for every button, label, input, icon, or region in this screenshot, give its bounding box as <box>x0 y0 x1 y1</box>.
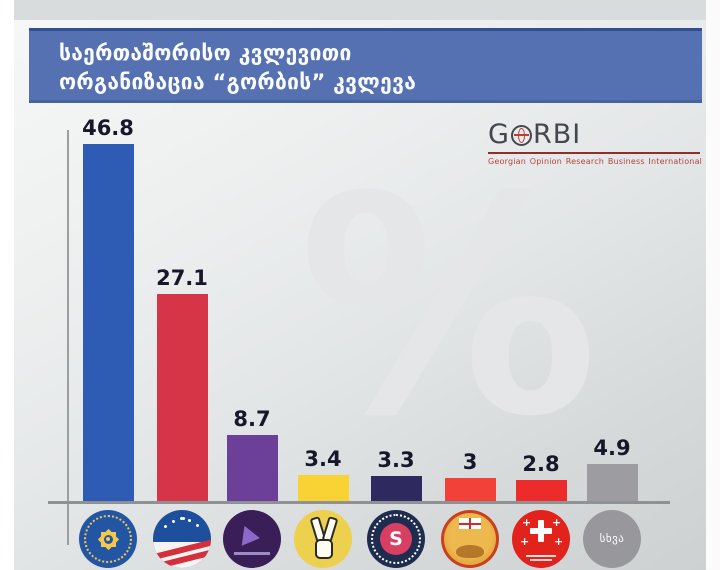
dotted-ring-icon <box>371 514 421 564</box>
gorbi-letters-rbi: RBI <box>532 119 582 150</box>
party-logo-purple-arrow <box>223 510 281 568</box>
bar-party-blue-sun-emblem <box>82 144 134 501</box>
party-logo-flag-stars <box>153 510 211 568</box>
gorbi-underline <box>488 152 700 154</box>
bar-party-blue-white-red-flag <box>156 294 208 501</box>
bar-value-label: 4.9 <box>593 436 631 460</box>
bar-other <box>586 464 638 501</box>
gorbi-letter-g: G <box>488 119 510 150</box>
sun-ring-icon <box>84 515 132 563</box>
title-line-1: საერთაშორისო კვლევითი <box>59 41 352 65</box>
right-strip <box>706 0 720 570</box>
globe-icon <box>510 124 532 146</box>
party-logo-crimson-s: S <box>367 510 425 568</box>
gorbi-logo: G RBI Georgian Opinion Research Business… <box>488 120 703 166</box>
bar-value-label: 27.1 <box>156 266 208 290</box>
percent-watermark: % <box>298 133 599 482</box>
header-banner: საერთაშორისო კვლევითი ორგანიზაცია “გორბი… <box>29 28 702 103</box>
gorbi-subtitle: Georgian Opinion Research Business Inter… <box>488 157 703 166</box>
party-logo-other: სხვა <box>583 510 641 568</box>
title-line-2: ორგანიზაცია “გორბის” კვლევა <box>59 70 417 94</box>
top-strip <box>14 0 706 20</box>
gorbi-wordmark: G RBI <box>488 120 703 150</box>
bar-value-label: 3 <box>462 450 478 474</box>
georgian-flag-icon <box>459 518 481 529</box>
party-logo-blue-sun <box>79 510 137 568</box>
eagle-icon <box>456 545 484 558</box>
party-logo-gold-eagle <box>441 510 499 568</box>
bar-party-yellow-victory-hand <box>297 475 349 501</box>
bar-value-label: 3.4 <box>304 447 342 471</box>
bar-party-navy-crimson-s <box>370 476 422 501</box>
x-axis-baseline <box>48 501 670 504</box>
s-emblem-icon: S <box>380 523 412 555</box>
party-logo-victory-hand <box>294 510 352 568</box>
bar-value-label: 2.8 <box>522 452 560 476</box>
bar-party-red-five-crosses <box>515 480 567 501</box>
bar-value-label: 3.3 <box>377 448 415 472</box>
bar-party-gold-eagle-flag <box>444 478 496 501</box>
bar-value-label: 8.7 <box>233 407 271 431</box>
bar-party-purple-arrow <box>226 435 278 501</box>
y-axis-line <box>67 130 69 545</box>
party-logo-red-crosses: + + + + <box>512 510 570 568</box>
bar-value-label: 46.8 <box>82 116 134 140</box>
stars-arc-icon <box>182 517 185 520</box>
arrow-icon <box>241 525 262 549</box>
